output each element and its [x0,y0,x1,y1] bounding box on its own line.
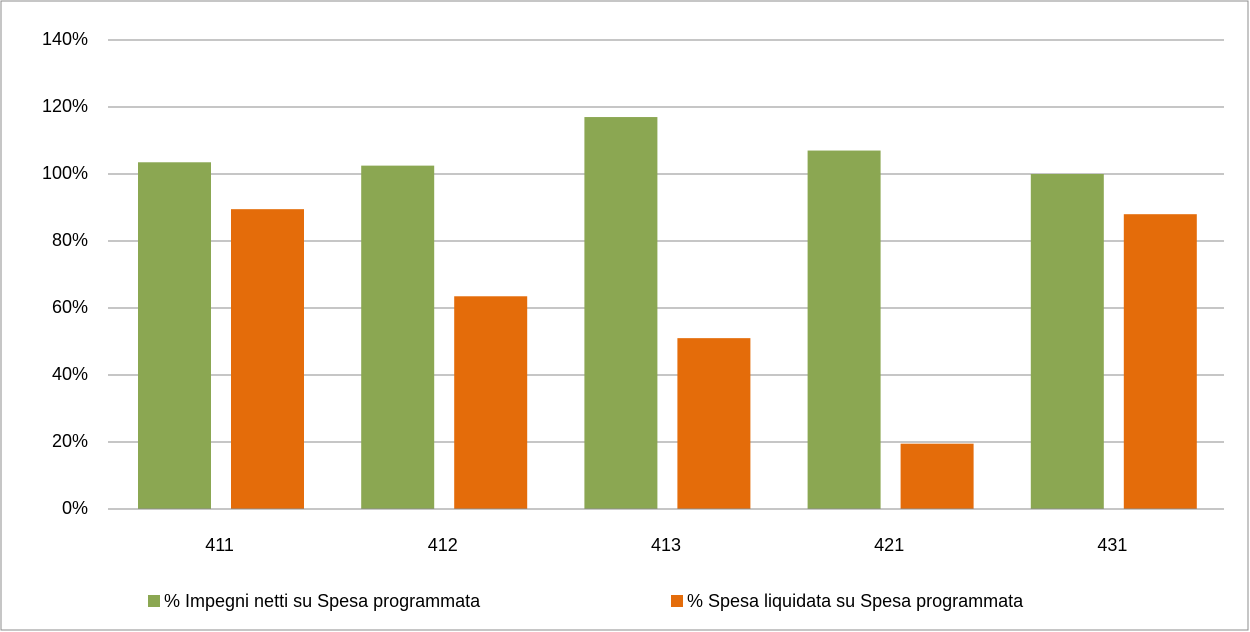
legend-swatch [671,595,683,607]
x-tick-label: 412 [428,535,458,555]
y-tick-label: 60% [52,297,88,317]
bar [138,162,211,509]
bar [1030,174,1104,509]
y-tick-label: 20% [52,431,88,451]
y-tick-label: 140% [42,29,88,49]
x-tick-label: 421 [874,535,904,555]
bar [677,338,751,509]
y-tick-label: 120% [42,96,88,116]
x-tick-label: 411 [205,535,234,555]
x-tick-label: 431 [1097,535,1127,555]
legend-swatch [148,595,160,607]
bar [361,165,435,509]
legend-label: % Spesa liquidata su Spesa programmata [687,591,1024,611]
y-tick-label: 0% [62,498,88,518]
bar [584,117,658,510]
bar [1123,214,1197,509]
y-tick-label: 80% [52,230,88,250]
y-tick-label: 100% [42,163,88,183]
bar [900,443,974,509]
legend-label: % Impegni netti su Spesa programmata [164,591,481,611]
bar [807,150,881,510]
bar [454,296,528,509]
x-tick-label: 413 [651,535,681,555]
bar [231,209,304,510]
y-tick-label: 40% [52,364,88,384]
